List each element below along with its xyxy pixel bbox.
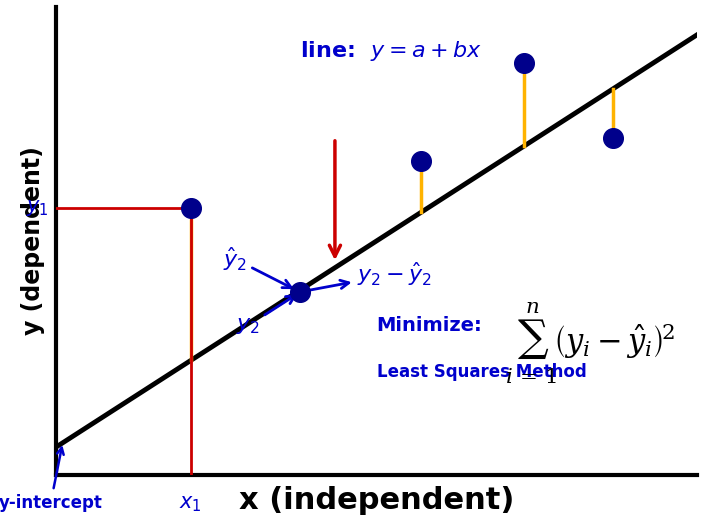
Text: $x_1$: $x_1$ [179, 494, 202, 514]
Text: $\hat{y}_2$: $\hat{y}_2$ [223, 245, 291, 288]
X-axis label: x (independent): x (independent) [239, 486, 514, 515]
Point [415, 157, 427, 165]
Point [185, 204, 196, 212]
Text: $y_2 - \hat{y}_2$: $y_2 - \hat{y}_2$ [306, 260, 432, 291]
Point [518, 59, 530, 67]
Point [608, 134, 619, 142]
Text: $y_2$: $y_2$ [235, 295, 295, 336]
Text: Least Squares Method: Least Squares Method [376, 363, 586, 381]
Text: $y_1$: $y_1$ [26, 198, 49, 218]
Y-axis label: y (dependent): y (dependent) [21, 147, 45, 335]
Text: Minimize:: Minimize: [376, 316, 482, 335]
Text: $\sum_{i\,=\,1}^{n}\!\left(y_i - \hat{y}_i\right)^{\!2}$: $\sum_{i\,=\,1}^{n}\!\left(y_i - \hat{y}… [505, 301, 675, 386]
Point [294, 288, 306, 296]
Text: y-intercept: y-intercept [0, 448, 103, 512]
Text: line:  $y = a + bx$: line: $y = a + bx$ [300, 39, 481, 63]
